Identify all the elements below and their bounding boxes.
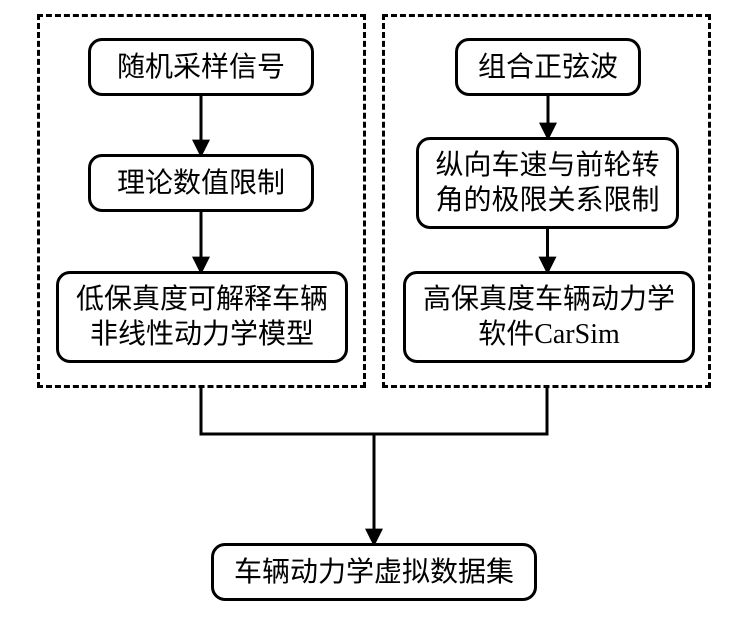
node-theoretical-limit: 理论数值限制 — [88, 154, 314, 212]
node-label: 随机采样信号 — [117, 50, 285, 85]
node-label: 高保真度车辆动力学软件CarSim — [423, 282, 675, 352]
node-label: 组合正弦波 — [478, 50, 618, 85]
diagram-canvas: 随机采样信号 理论数值限制 低保真度可解释车辆非线性动力学模型 组合正弦波 纵向… — [0, 0, 735, 644]
node-dataset: 车辆动力学虚拟数据集 — [211, 543, 537, 601]
node-low-fidelity: 低保真度可解释车辆非线性动力学模型 — [56, 271, 348, 363]
node-sine-wave: 组合正弦波 — [455, 38, 641, 96]
node-label: 纵向车速与前轮转角的极限关系限制 — [435, 148, 659, 218]
node-random-sampling: 随机采样信号 — [88, 38, 314, 96]
node-speed-angle-limit: 纵向车速与前轮转角的极限关系限制 — [416, 137, 679, 229]
node-label: 车辆动力学虚拟数据集 — [234, 555, 514, 590]
node-label: 低保真度可解释车辆非线性动力学模型 — [76, 282, 328, 352]
node-high-fidelity: 高保真度车辆动力学软件CarSim — [403, 271, 695, 363]
node-label: 理论数值限制 — [117, 166, 285, 201]
